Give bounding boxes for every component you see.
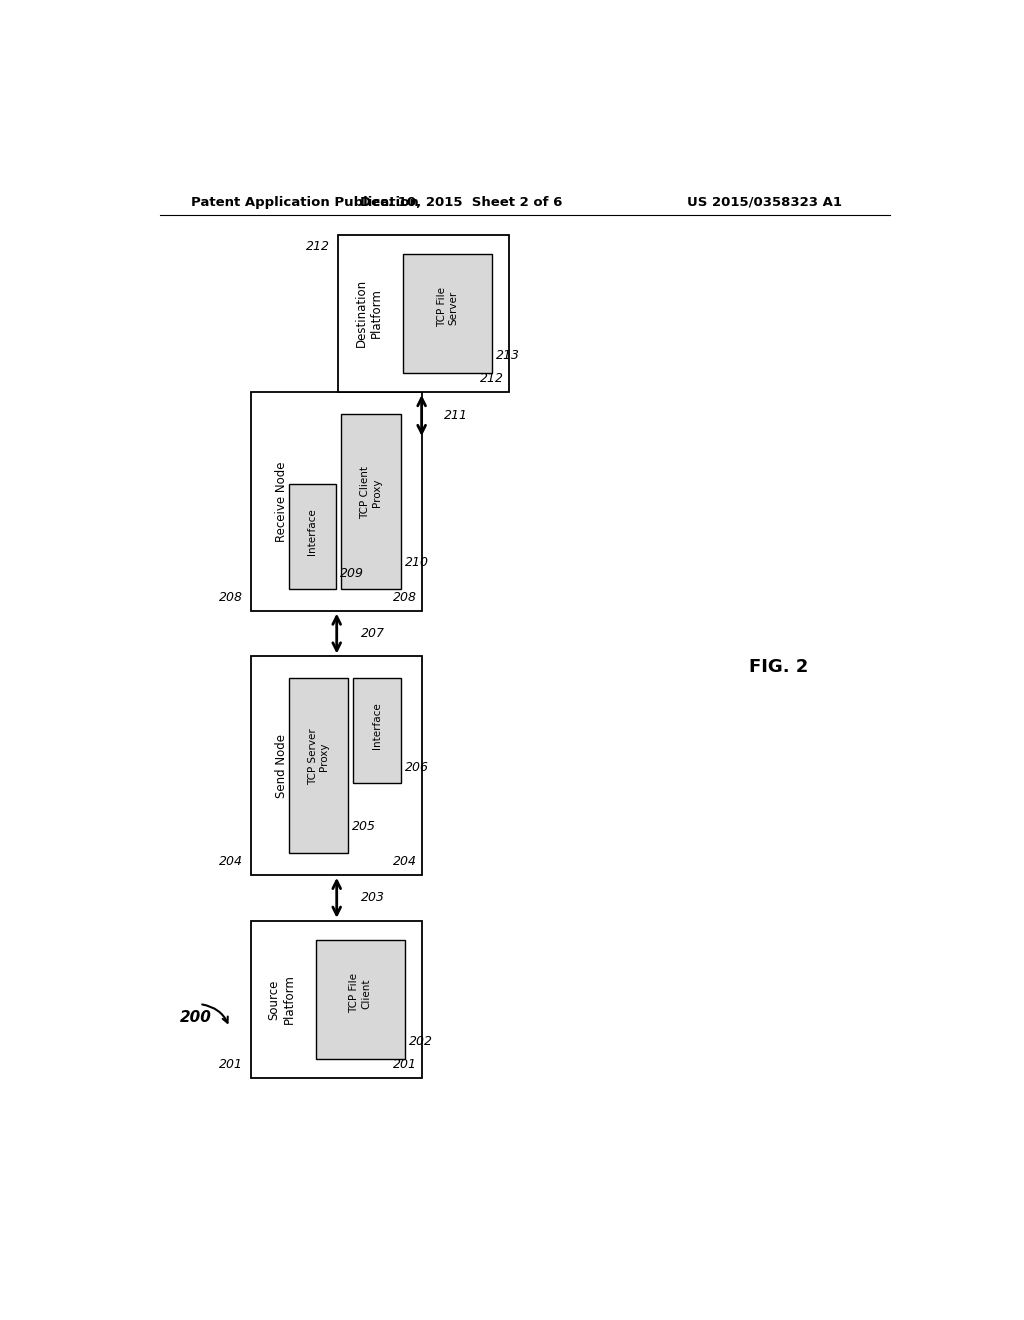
Text: 201: 201 bbox=[219, 1059, 243, 1071]
Bar bbox=[341, 414, 401, 589]
Bar bbox=[315, 940, 404, 1060]
Text: Dec. 10, 2015  Sheet 2 of 6: Dec. 10, 2015 Sheet 2 of 6 bbox=[360, 195, 562, 209]
Text: Receive Node: Receive Node bbox=[275, 461, 288, 541]
Text: 206: 206 bbox=[406, 760, 429, 774]
Bar bbox=[289, 484, 336, 589]
Text: Source
Platform: Source Platform bbox=[267, 974, 296, 1024]
Text: Interface: Interface bbox=[307, 508, 317, 554]
Bar bbox=[251, 656, 422, 875]
Bar bbox=[251, 921, 422, 1078]
Text: 204: 204 bbox=[393, 855, 417, 867]
Text: 201: 201 bbox=[393, 1059, 417, 1071]
Text: TCP Client
Proxy: TCP Client Proxy bbox=[360, 466, 382, 519]
Text: 209: 209 bbox=[340, 566, 365, 579]
Text: 205: 205 bbox=[352, 821, 376, 833]
Text: 208: 208 bbox=[393, 590, 417, 603]
Bar bbox=[289, 678, 348, 853]
Text: TCP Server
Proxy: TCP Server Proxy bbox=[307, 729, 329, 785]
Bar bbox=[338, 235, 509, 392]
Text: 202: 202 bbox=[409, 1035, 432, 1048]
Text: Send Node: Send Node bbox=[275, 734, 288, 797]
Text: FIG. 2: FIG. 2 bbox=[750, 657, 808, 676]
Bar bbox=[251, 392, 422, 611]
Text: 208: 208 bbox=[219, 590, 243, 603]
Bar bbox=[403, 253, 492, 374]
Text: 213: 213 bbox=[496, 348, 520, 362]
Text: 207: 207 bbox=[360, 627, 385, 640]
Text: TCP File
Server: TCP File Server bbox=[436, 288, 459, 327]
Text: 200: 200 bbox=[179, 1010, 212, 1024]
Text: 212: 212 bbox=[480, 372, 504, 385]
Text: 203: 203 bbox=[360, 891, 385, 904]
Text: US 2015/0358323 A1: US 2015/0358323 A1 bbox=[687, 195, 842, 209]
Bar bbox=[353, 678, 401, 783]
Text: 212: 212 bbox=[306, 240, 331, 252]
Text: 210: 210 bbox=[406, 556, 429, 569]
Text: Destination
Platform: Destination Platform bbox=[355, 280, 383, 347]
Text: 211: 211 bbox=[443, 409, 468, 422]
Text: 204: 204 bbox=[219, 855, 243, 867]
Text: Interface: Interface bbox=[373, 702, 382, 748]
Text: Patent Application Publication: Patent Application Publication bbox=[191, 195, 419, 209]
Text: TCP File
Client: TCP File Client bbox=[349, 973, 371, 1014]
